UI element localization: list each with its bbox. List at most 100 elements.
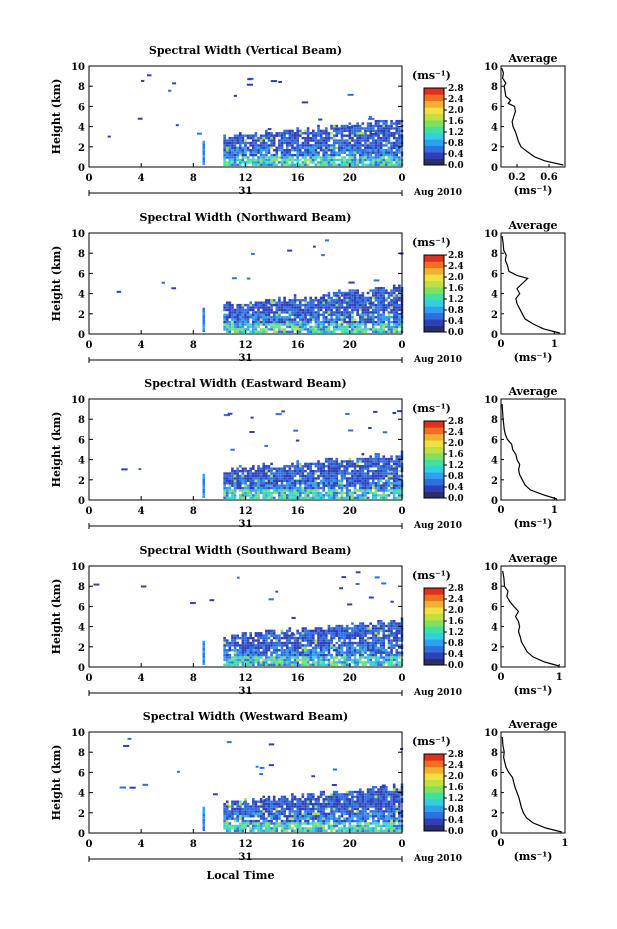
heatmap-cell (371, 132, 378, 135)
heatmap-cell (291, 156, 294, 159)
heatmap-cell (309, 296, 313, 300)
heatmap-cell (390, 134, 393, 137)
heatmap-cell (259, 484, 263, 487)
heatmap-cell (257, 313, 260, 317)
heatmap-cell (356, 289, 359, 292)
heatmap-cell (306, 829, 310, 832)
heatmap-cell (301, 141, 305, 145)
heatmap-cell (377, 465, 380, 468)
heatmap-cell (377, 474, 380, 478)
heatmap-cell (358, 330, 362, 333)
heatmap-cell (369, 658, 372, 662)
heatmap-cell (241, 651, 245, 654)
heatmap-cell (270, 163, 273, 166)
heatmap-cell (343, 469, 346, 473)
heatmap-cell (332, 477, 336, 480)
heatmap-cell (306, 496, 310, 499)
heatmap-cell (322, 153, 326, 157)
heatmap-cell (252, 805, 255, 808)
heatmap-cell (225, 479, 229, 483)
heatmap-cell (309, 636, 313, 640)
heatmap-cell (262, 486, 266, 490)
heatmap-cell (309, 330, 313, 333)
heatmap-cell (306, 651, 310, 654)
heatmap-cell (343, 296, 346, 300)
heatmap-cell (223, 484, 226, 487)
heatmap-cell (257, 474, 260, 478)
heatmap-cell (395, 330, 399, 333)
heatmap-cell (228, 817, 232, 820)
heatmap-cell (238, 484, 242, 487)
heatmap-cell (387, 141, 391, 145)
heatmap-cell (231, 663, 234, 666)
heatmap-cell (280, 491, 284, 495)
heatmap-cell (317, 651, 320, 654)
heatmap-cell (345, 127, 349, 130)
heatmap-cell (379, 479, 383, 483)
heatmap-cell (364, 158, 367, 162)
heatmap-cell (327, 161, 331, 164)
heatmap-cell (278, 330, 281, 333)
heatmap-cell (241, 474, 245, 478)
x-tick-label: 4 (138, 673, 145, 684)
heatmap-cell (322, 810, 326, 813)
heatmap-cell (374, 661, 378, 664)
heatmap-cell (233, 641, 237, 645)
heatmap-cell (343, 311, 346, 314)
heatmap-cell (298, 144, 302, 147)
heatmap-cell (223, 328, 226, 331)
heatmap-cell (372, 291, 375, 295)
heatmap-cell (267, 299, 271, 302)
heatmap-cell (348, 153, 352, 157)
heatmap-cell (304, 156, 307, 159)
heatmap-cell (317, 646, 320, 650)
heatmap-cell (233, 653, 237, 657)
heatmap-cell (343, 158, 346, 162)
heatmap-cell (238, 141, 242, 145)
heatmap-cell (390, 289, 393, 292)
heatmap-cell (387, 132, 391, 135)
heatmap-cell (351, 323, 354, 326)
heatmap-cell (319, 156, 323, 159)
heatmap-cell (322, 139, 326, 142)
heatmap-cell (314, 639, 318, 642)
heatmap-cell (361, 810, 365, 813)
heatmap-cell (382, 636, 386, 640)
heatmap-cell (343, 134, 346, 137)
heatmap-cell (398, 632, 401, 635)
heatmap-cell (257, 151, 260, 154)
heatmap-cell (345, 795, 349, 799)
heatmap-cell (382, 132, 386, 135)
heatmap-cell (330, 299, 333, 302)
heatmap-cell (285, 484, 289, 487)
heatmap-cell (254, 822, 258, 825)
heatmap-cell (306, 465, 310, 468)
heatmap-cell (246, 639, 250, 642)
heatmap-cell (278, 161, 281, 164)
heatmap-cell (265, 494, 268, 497)
heatmap-cell (244, 482, 247, 485)
heatmap-cell (345, 467, 349, 470)
heatmap-cell (379, 472, 383, 475)
heatmap-cell (356, 482, 359, 485)
heatmap-cell (138, 468, 142, 471)
heatmap-cell (249, 134, 253, 137)
heatmap-cell (254, 477, 258, 480)
heatmap-cell (280, 658, 284, 662)
heatmap-cell (223, 651, 226, 654)
heatmap-cell (231, 482, 234, 485)
heatmap-cell (288, 639, 292, 642)
heatmap-cell (335, 472, 339, 475)
heatmap-cell (236, 467, 239, 470)
heatmap-cell (267, 646, 271, 650)
heatmap-cell (361, 452, 365, 456)
heatmap-cell (293, 649, 297, 652)
panel-3: Spectral Width (Eastward Beam)Height (km… (50, 377, 566, 531)
heatmap-cell (301, 639, 305, 642)
heatmap-cell (372, 289, 375, 292)
heatmap-cell (353, 158, 357, 162)
heatmap-cell (385, 163, 388, 166)
heatmap-cell (287, 249, 293, 252)
colorbar-tick-label: 0.4 (448, 483, 464, 493)
heatmap-cell (223, 658, 226, 662)
